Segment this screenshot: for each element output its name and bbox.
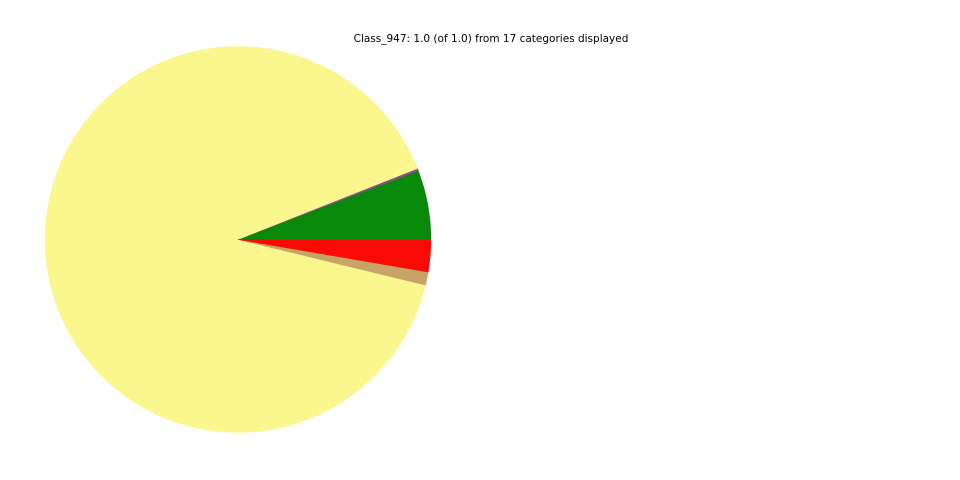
chart-title: Class_947: 1.0 (of 1.0) from 17 categori… — [353, 33, 629, 45]
pie-slice-pale-yellow — [44, 46, 426, 433]
pie-slice-red — [237, 239, 432, 273]
